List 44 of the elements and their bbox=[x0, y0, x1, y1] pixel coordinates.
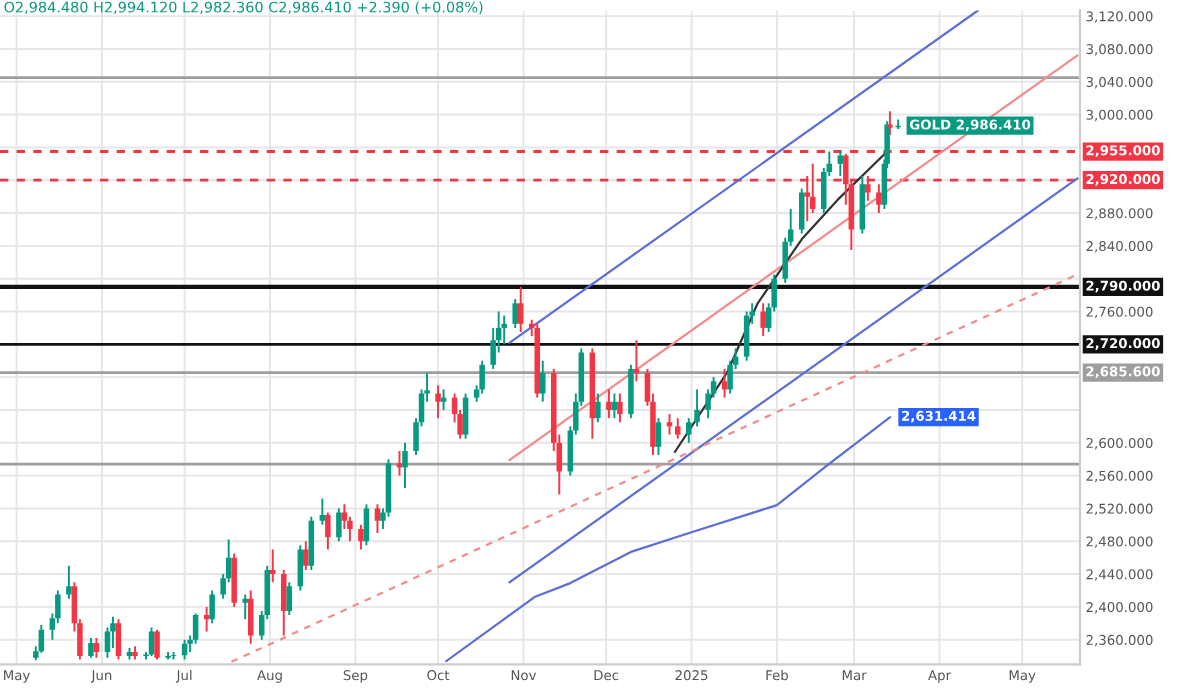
candlestick bbox=[325, 511, 331, 551]
candlestick bbox=[743, 310, 750, 362]
candlestick bbox=[628, 363, 634, 420]
candlestick bbox=[655, 417, 662, 457]
candlestick bbox=[402, 441, 408, 489]
candlestick bbox=[859, 175, 866, 235]
candlestick bbox=[66, 564, 72, 600]
candlestick bbox=[88, 637, 94, 659]
candlestick bbox=[336, 507, 342, 543]
candlestick bbox=[462, 392, 469, 440]
candlestick bbox=[154, 628, 160, 661]
candlestick bbox=[231, 552, 237, 608]
candlestick bbox=[270, 548, 276, 584]
candlestick bbox=[501, 314, 507, 346]
candlestick bbox=[358, 523, 364, 551]
candlestick bbox=[606, 388, 612, 420]
candlestick bbox=[308, 515, 315, 571]
candlestick bbox=[209, 589, 215, 625]
candlestick bbox=[319, 497, 326, 526]
candlestick bbox=[148, 626, 155, 658]
candlestick bbox=[93, 637, 100, 659]
candlestick bbox=[247, 589, 254, 645]
candlestick bbox=[286, 581, 293, 617]
candlestick bbox=[540, 359, 546, 403]
candlestick bbox=[115, 618, 122, 661]
candlestick bbox=[192, 612, 199, 645]
line-series bbox=[445, 416, 892, 663]
candlestick bbox=[512, 298, 518, 329]
candlestick bbox=[760, 302, 766, 338]
candlestick bbox=[242, 593, 248, 621]
candlestick bbox=[435, 384, 441, 420]
candlestick bbox=[297, 544, 304, 592]
candlestick bbox=[517, 285, 524, 333]
candlestick bbox=[479, 359, 485, 395]
candlestick bbox=[617, 392, 623, 424]
candlestick bbox=[675, 417, 681, 440]
candlestick bbox=[281, 568, 287, 637]
candlestick bbox=[694, 388, 700, 428]
candlestick bbox=[363, 503, 370, 547]
candlestick bbox=[686, 417, 692, 444]
candlestick bbox=[876, 183, 882, 215]
candlestick bbox=[374, 503, 381, 535]
candlestick bbox=[303, 540, 309, 571]
candlestick bbox=[595, 392, 601, 424]
